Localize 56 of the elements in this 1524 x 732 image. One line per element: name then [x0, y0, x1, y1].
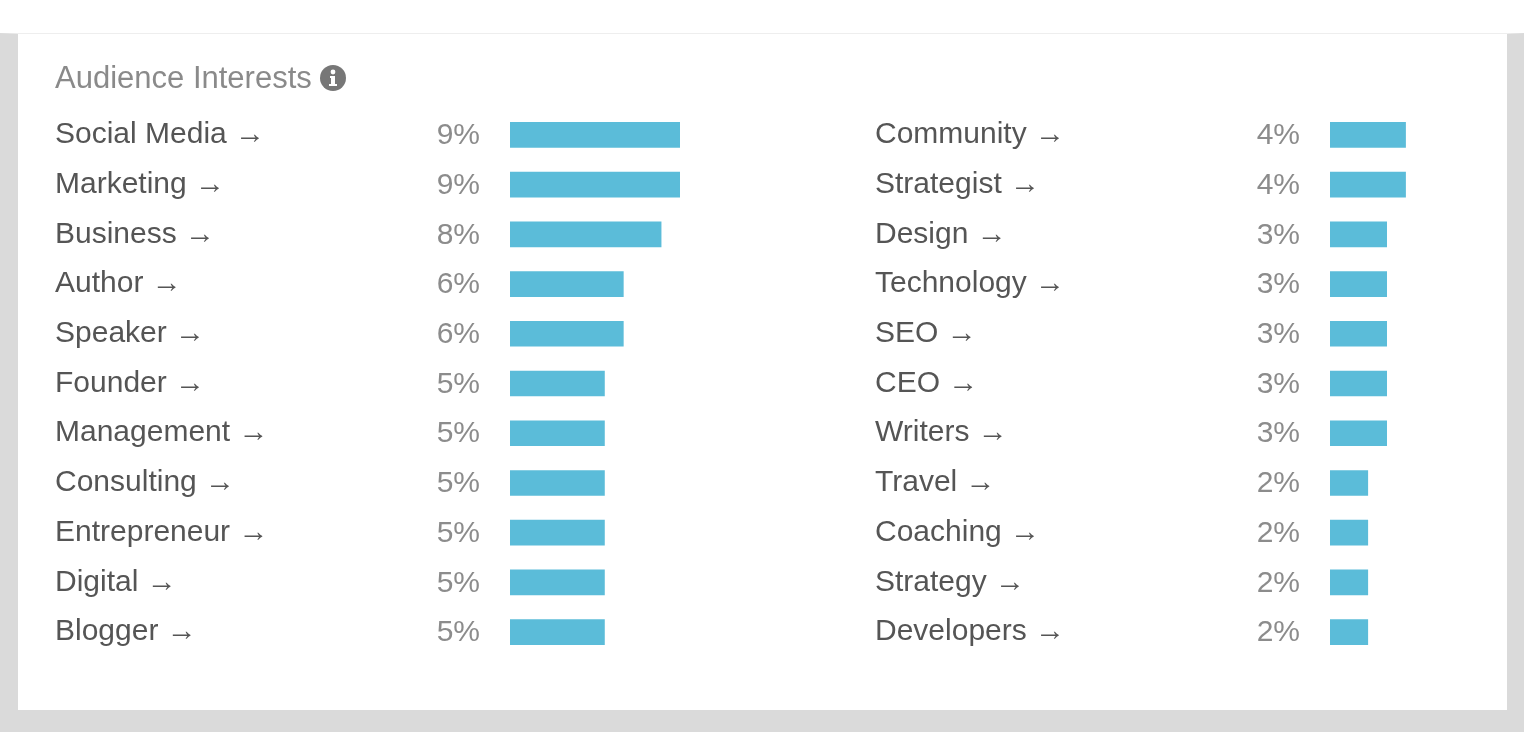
bar	[510, 619, 605, 645]
bar	[510, 519, 605, 546]
y-tick-label: Community →	[875, 116, 1066, 150]
y-tick-label: Technology →	[875, 265, 1066, 299]
y-tick-label: Speaker →	[55, 315, 206, 349]
y-tick-label: Digital →	[55, 563, 177, 597]
data-label: 2%	[1256, 614, 1300, 648]
y-tick-label: Writers →	[875, 414, 1008, 448]
data-label: 5%	[436, 514, 480, 548]
y-tick-label: Travel →	[875, 464, 996, 498]
data-label: 3%	[1256, 316, 1300, 350]
data-label: 4%	[1256, 117, 1300, 151]
y-tick-label: Marketing →	[55, 165, 226, 199]
bar	[510, 569, 605, 596]
y-tick-label: CEO →	[875, 364, 979, 398]
y-tick-label: Business →	[55, 215, 216, 249]
data-label: 3%	[1256, 216, 1300, 250]
bar	[510, 171, 680, 198]
y-tick-label: Developers →	[875, 613, 1066, 647]
text: Audience Interests	[55, 60, 312, 95]
data-label: 2%	[1256, 514, 1300, 548]
data-label: 5%	[436, 614, 480, 648]
data-label: 3%	[1256, 365, 1300, 399]
y-tick-label: SEO →	[875, 315, 977, 349]
y-tick-label: Coaching →	[875, 513, 1041, 547]
y-tick-label: Entrepreneur →	[55, 513, 269, 547]
bar	[510, 370, 605, 397]
y-tick-label: Blogger →	[55, 613, 197, 647]
data-label: 8%	[436, 216, 480, 250]
data-label: 5%	[436, 465, 480, 499]
y-tick-label: Management →	[55, 414, 269, 448]
data-label: 5%	[436, 564, 480, 598]
y-tick-label: Consulting →	[55, 464, 236, 498]
bar	[510, 221, 662, 248]
bar	[510, 470, 605, 496]
y-tick-label: Founder →	[55, 364, 206, 398]
bar	[510, 271, 624, 297]
data-label: 4%	[1256, 166, 1300, 200]
data-label: 5%	[436, 415, 480, 449]
bar	[510, 122, 680, 148]
data-label: 5%	[436, 365, 480, 399]
data-label: 2%	[1256, 465, 1300, 499]
data-label: 6%	[436, 266, 480, 300]
data-label: 9%	[436, 117, 480, 151]
data-label: 2%	[1256, 564, 1300, 598]
y-tick-label: Author →	[55, 265, 182, 299]
y-tick-label: Strategy →	[875, 563, 1026, 597]
y-tick-label: Social Media →	[55, 116, 266, 150]
bar	[510, 420, 605, 447]
y-tick-label: Strategist →	[875, 165, 1041, 199]
data-label: 6%	[436, 316, 480, 350]
data-label: 9%	[436, 166, 480, 200]
bar	[510, 320, 624, 347]
data-label: 3%	[1256, 415, 1300, 449]
y-tick-label: Design →	[875, 215, 1007, 249]
data-label: 3%	[1256, 266, 1300, 300]
